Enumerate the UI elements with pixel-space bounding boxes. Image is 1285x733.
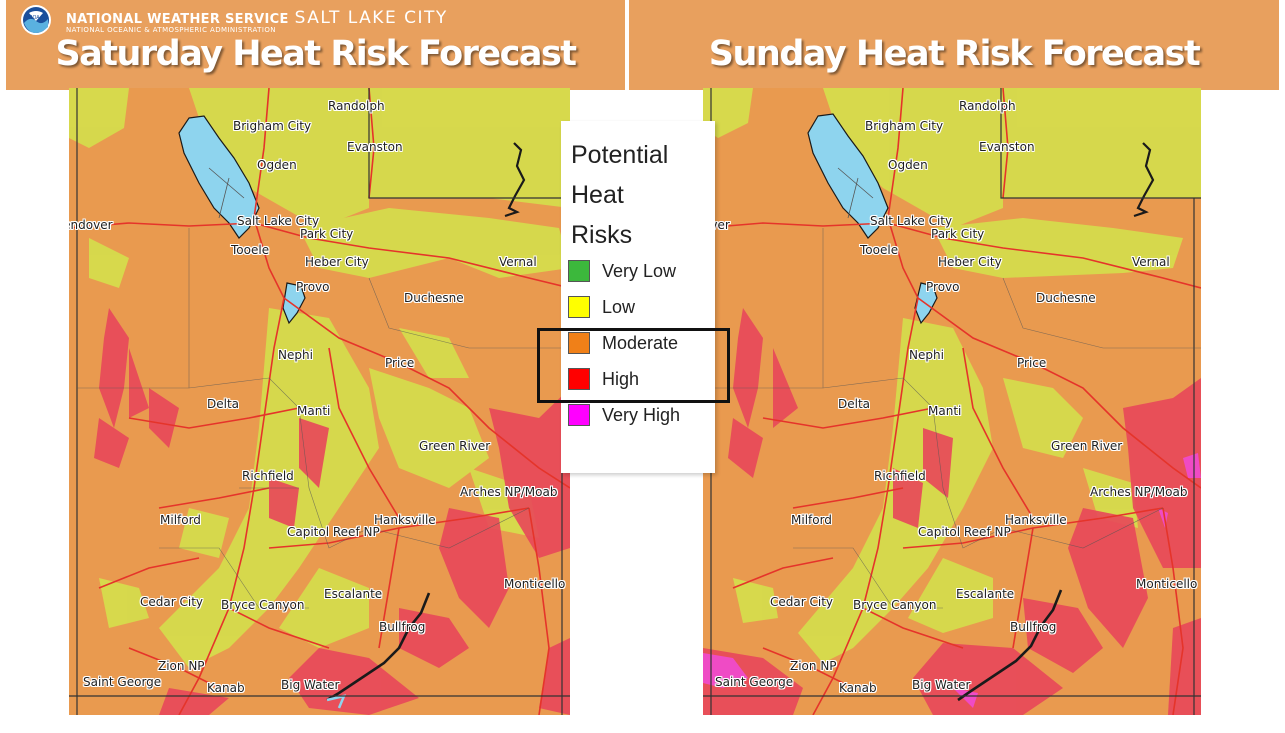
sunday-map-graphic <box>703 88 1201 715</box>
city-price: Price <box>1017 356 1047 370</box>
city-brigham-city: Brigham City <box>233 119 312 133</box>
city-duchesne: Duchesne <box>1036 291 1096 305</box>
city-tooele: Tooele <box>860 243 899 257</box>
city-price: Price <box>385 356 415 370</box>
city-park-city: Park City <box>931 227 985 241</box>
city-ogden: Ogden <box>888 158 928 172</box>
city-vernal: Vernal <box>1132 255 1170 269</box>
legend-title: Potential Heat Risks <box>571 141 669 249</box>
city-nephi: Nephi <box>278 348 313 362</box>
city-green-river: Green River <box>419 439 491 453</box>
city-delta: Delta <box>207 397 240 411</box>
city-evanston: Evanston <box>347 140 403 154</box>
city-monticello: Monticello <box>504 577 566 591</box>
nws-wordmark: NATIONAL WEATHER SERVICE SALT LAKE CITY N… <box>66 8 448 34</box>
left-title-banner: NOAA NATIONAL WEATHER SERVICE SALT LAKE C… <box>6 0 625 90</box>
city-kanab: Kanab <box>839 681 877 695</box>
city-capitol-reef: Capitol Reef NP <box>287 525 380 539</box>
city-arches-moab: Arches NP/Moab <box>1090 485 1188 499</box>
city-big-water: Big Water <box>912 678 971 692</box>
city-nephi: Nephi <box>909 348 944 362</box>
moderate-high-highlight-box <box>537 328 730 403</box>
city-brigham-city: Brigham City <box>865 119 944 133</box>
city-monticello: Monticello <box>1136 577 1198 591</box>
office-name: SALT LAKE CITY <box>294 8 448 28</box>
city-kanab: Kanab <box>207 681 245 695</box>
city-vernal: Vernal <box>499 255 537 269</box>
city-randolph: Randolph <box>328 99 385 113</box>
heat-risk-legend: Potential Heat Risks Very Low Low Modera… <box>561 121 715 473</box>
city-bullfrog: Bullfrog <box>379 620 426 634</box>
saturday-heat-risk-map: Randolph Brigham City Evanston Ogden Wen… <box>69 88 570 715</box>
city-provo: Provo <box>926 280 960 294</box>
city-bullfrog: Bullfrog <box>1010 620 1057 634</box>
org-name: NATIONAL WEATHER SERVICE <box>66 12 289 27</box>
right-title-banner: Sunday Heat Risk Forecast <box>629 0 1279 90</box>
city-hanksville: Hanksville <box>1005 513 1067 527</box>
city-milford: Milford <box>791 513 832 527</box>
city-park-city: Park City <box>300 227 354 241</box>
city-bryce-canyon: Bryce Canyon <box>853 598 937 612</box>
city-arches-moab: Arches NP/Moab <box>460 485 558 499</box>
city-delta: Delta <box>838 397 871 411</box>
city-capitol-reef: Capitol Reef NP <box>918 525 1011 539</box>
saturday-map-graphic <box>69 88 570 715</box>
swatch-moderate <box>568 332 590 354</box>
city-evanston: Evanston <box>979 140 1035 154</box>
city-provo: Provo <box>296 280 330 294</box>
city-saint-george: Saint George <box>83 675 162 689</box>
saturday-title: Saturday Heat Risk Forecast <box>55 34 577 74</box>
org-subtitle: NATIONAL OCEANIC & ATMOSPHERIC ADMINISTR… <box>66 26 276 34</box>
city-zion: Zion NP <box>158 659 205 673</box>
city-wendover: Wendover <box>69 218 113 232</box>
city-manti: Manti <box>297 404 331 418</box>
city-duchesne: Duchesne <box>404 291 464 305</box>
city-manti: Manti <box>928 404 962 418</box>
swatch-low <box>568 296 590 318</box>
city-escalante: Escalante <box>956 587 1015 601</box>
svg-text:NOAA: NOAA <box>29 15 44 21</box>
city-richfield: Richfield <box>874 469 926 483</box>
city-ogden: Ogden <box>257 158 297 172</box>
city-randolph: Randolph <box>959 99 1016 113</box>
city-bryce-canyon: Bryce Canyon <box>221 598 305 612</box>
city-big-water: Big Water <box>281 678 340 692</box>
city-heber-city: Heber City <box>938 255 1002 269</box>
swatch-high <box>568 368 590 390</box>
city-cedar-city: Cedar City <box>140 595 203 609</box>
noaa-logo-icon: NOAA <box>21 5 51 35</box>
city-salt-lake-city: Salt Lake City <box>870 214 953 228</box>
city-green-river: Green River <box>1051 439 1123 453</box>
city-cedar-city: Cedar City <box>770 595 833 609</box>
city-escalante: Escalante <box>324 587 383 601</box>
city-milford: Milford <box>160 513 201 527</box>
city-salt-lake-city: Salt Lake City <box>237 214 320 228</box>
city-hanksville: Hanksville <box>374 513 436 527</box>
sunday-heat-risk-map: Randolph Brigham City Evanston Ogden ove… <box>703 88 1201 715</box>
city-saint-george: Saint George <box>715 675 794 689</box>
city-heber-city: Heber City <box>305 255 369 269</box>
city-richfield: Richfield <box>242 469 294 483</box>
swatch-very-high <box>568 404 590 426</box>
city-tooele: Tooele <box>231 243 270 257</box>
city-zion: Zion NP <box>790 659 837 673</box>
sunday-title: Sunday Heat Risk Forecast <box>708 34 1201 74</box>
swatch-very-low <box>568 260 590 282</box>
